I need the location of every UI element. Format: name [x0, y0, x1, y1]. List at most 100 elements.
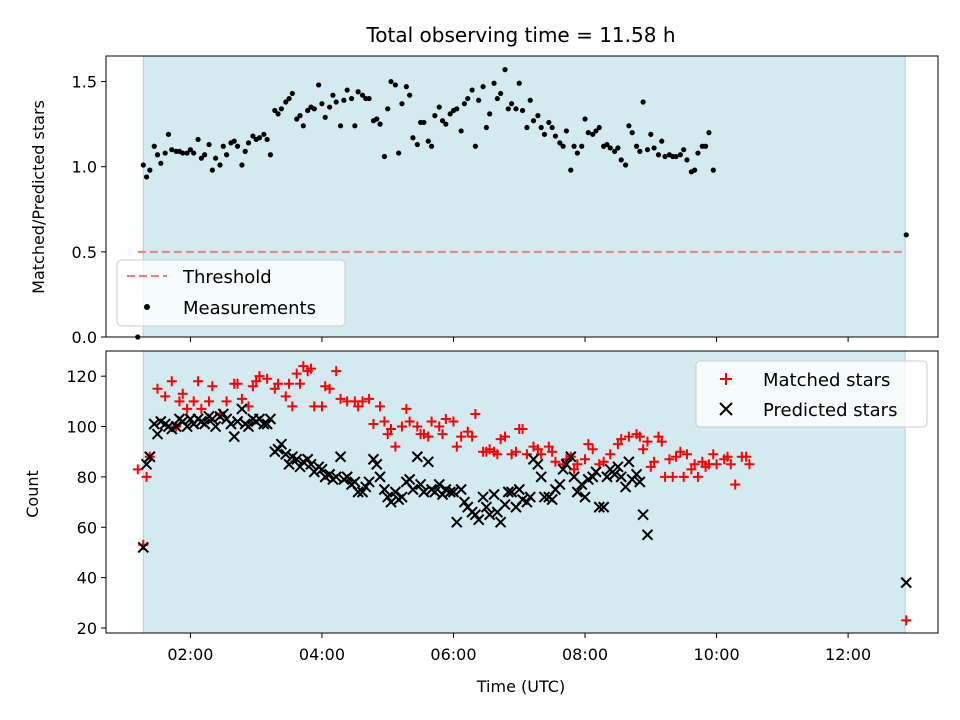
- predicted-star-point: [560, 458, 573, 471]
- bottom-y-ticks: 20 40 60 80 100 120: [66, 367, 106, 638]
- measurement-point: [184, 150, 190, 156]
- legend-matched-swatch: [720, 373, 732, 385]
- predicted-star-point: [356, 486, 369, 498]
- predicted-star-point: [535, 471, 547, 483]
- measurement-point: [703, 143, 709, 149]
- measurement-point: [407, 92, 413, 98]
- matched-star-point: [364, 393, 375, 404]
- predicted-star-point: [151, 428, 164, 440]
- measurement-point: [316, 82, 322, 88]
- measurement-point: [355, 89, 361, 95]
- matched-star-point: [426, 416, 437, 427]
- measurement-point: [659, 138, 665, 144]
- measurement-point: [513, 106, 519, 112]
- measurement-point: [202, 152, 208, 158]
- predicted-star-point: [396, 491, 408, 503]
- matched-star-point: [262, 373, 273, 384]
- measurement-point: [206, 141, 212, 148]
- legend-measurements-swatch: [144, 304, 150, 310]
- measurement-point: [574, 150, 580, 156]
- predicted-star-point: [209, 420, 222, 433]
- predicted-star-point: [480, 501, 493, 513]
- predicted-star-point: [378, 483, 391, 496]
- top-legend-box: [116, 259, 346, 327]
- matched-star-point: [583, 439, 594, 450]
- measurement-point: [169, 147, 175, 153]
- measurement-point: [319, 101, 325, 107]
- measurement-point: [498, 90, 504, 97]
- matched-star-point: [605, 449, 616, 460]
- matched-star-point: [543, 441, 554, 452]
- measurement-point: [480, 84, 486, 90]
- measurement-point: [640, 99, 646, 105]
- measurements-points: [135, 67, 909, 340]
- measurement-point: [388, 78, 394, 85]
- matched-star-point: [437, 429, 448, 440]
- measurement-point: [242, 148, 248, 154]
- measurement-point: [432, 113, 438, 119]
- predicted-star-point: [436, 488, 449, 501]
- measurement-point: [579, 143, 585, 149]
- measurement-point: [217, 162, 223, 168]
- predicted-star-point: [363, 476, 375, 488]
- measurement-point: [366, 95, 372, 102]
- top-axes-frame: [105, 55, 939, 338]
- measurement-point: [341, 97, 347, 103]
- predicted-star-point: [316, 463, 328, 476]
- bottom-y-axis-label: Count: [23, 470, 42, 518]
- measurement-point: [256, 135, 263, 141]
- measurement-point: [337, 123, 344, 129]
- x-tick-label: 06:00: [430, 645, 476, 664]
- predicted-star-point: [565, 451, 577, 463]
- matched-star-point: [177, 388, 188, 399]
- measurement-point: [502, 67, 508, 73]
- measurement-point: [469, 87, 475, 93]
- matched-star-point: [587, 444, 598, 455]
- predicted-star-point: [231, 415, 244, 428]
- matched-star-point: [396, 421, 407, 432]
- measurement-point: [662, 153, 668, 160]
- predicted-star-point: [291, 453, 303, 465]
- predicted-star-point: [137, 541, 149, 554]
- measurement-point: [223, 152, 230, 158]
- matched-star-point: [708, 449, 719, 460]
- matched-star-point: [440, 413, 451, 424]
- matched-star-point: [331, 366, 342, 377]
- predicted-star-point: [488, 488, 500, 501]
- measurement-point: [234, 143, 241, 149]
- matched-star-point: [623, 431, 634, 442]
- matched-star-point: [649, 456, 660, 467]
- predicted-star-point: [349, 476, 361, 488]
- predicted-star-point: [579, 491, 591, 503]
- predicted-star-point: [323, 468, 336, 481]
- matched-star-point: [152, 383, 163, 394]
- measurement-point: [648, 131, 654, 137]
- matched-star-point: [638, 444, 649, 455]
- matched-star-point: [664, 454, 675, 465]
- predicted-star-point: [469, 508, 482, 521]
- measurement-point: [692, 167, 698, 173]
- measurement-point: [213, 155, 219, 161]
- measurement-point: [198, 155, 204, 161]
- measurement-point: [403, 84, 409, 90]
- measurement-point: [447, 111, 453, 117]
- measurement-point: [322, 114, 328, 120]
- matched-star-point: [305, 363, 316, 374]
- matched-star-point: [730, 479, 741, 490]
- matched-star-point: [141, 471, 152, 482]
- measurement-point: [524, 124, 530, 131]
- measurement-point: [158, 160, 164, 166]
- top-y-ticks: 0.0 0.5 1.0 1.5: [72, 73, 106, 347]
- measurement-point: [461, 101, 468, 107]
- predicted-star-point: [414, 478, 427, 491]
- predicted-star-point: [615, 471, 627, 483]
- chart-title: Total observing time = 11.58 h: [365, 23, 675, 47]
- bottom-legend-box: [695, 360, 928, 428]
- measurement-point: [557, 140, 563, 146]
- x-tick-label: 08:00: [562, 645, 608, 664]
- matched-star-point: [160, 391, 171, 402]
- measurement-point: [250, 133, 256, 139]
- y-tick-label: 0.0: [72, 328, 97, 347]
- measurement-point: [359, 92, 366, 98]
- measurement-point: [414, 141, 420, 148]
